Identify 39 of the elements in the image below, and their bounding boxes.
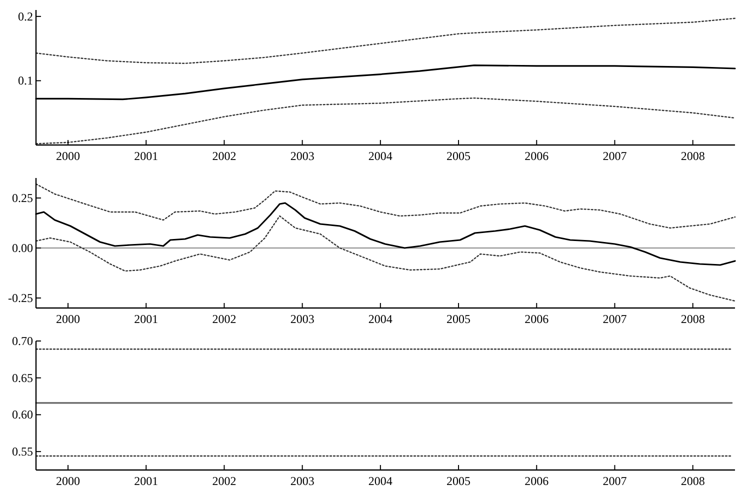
y-tick-label: 0.1: [18, 74, 33, 88]
x-tick-label: 2003: [290, 149, 314, 163]
x-tick-label: 2002: [212, 474, 236, 488]
y-tick-label: -0.25: [8, 291, 33, 305]
x-tick-label: 2004: [368, 149, 392, 163]
x-tick-label: 2006: [524, 149, 549, 163]
x-tick-label: 2007: [602, 149, 627, 163]
x-tick-label: 2007: [602, 474, 627, 488]
x-tick-label: 2005: [446, 312, 471, 326]
x-tick-label: 2007: [602, 312, 627, 326]
x-tick-label: 2000: [56, 149, 80, 163]
y-tick-label: 0.25: [12, 191, 33, 205]
x-tick-label: 2008: [680, 312, 705, 326]
x-tick-label: 2000: [56, 312, 80, 326]
x-tick-label: 2001: [134, 149, 158, 163]
x-tick-label: 2000: [56, 474, 80, 488]
x-tick-label: 2008: [680, 149, 705, 163]
x-tick-label: 2002: [212, 312, 236, 326]
x-tick-label: 2001: [134, 312, 158, 326]
line-series: [35, 183, 736, 229]
x-tick-label: 2003: [290, 474, 314, 488]
y-tick-label: 0.55: [12, 444, 33, 459]
line-series: [35, 18, 736, 64]
x-tick-label: 2004: [368, 312, 392, 326]
x-tick-label: 2006: [524, 312, 549, 326]
y-tick-label: 0.70: [12, 334, 33, 348]
y-tick-label: 0.00: [12, 241, 33, 255]
x-tick-label: 2004: [368, 474, 392, 488]
y-tick-label: 0.65: [12, 370, 33, 385]
x-tick-label: 2005: [446, 149, 471, 163]
x-tick-label: 2005: [446, 474, 471, 488]
x-tick-label: 2001: [134, 474, 158, 488]
line-series: [35, 215, 736, 302]
x-tick-label: 2003: [290, 312, 314, 326]
x-tick-label: 2002: [212, 149, 236, 163]
y-tick-label: 0.60: [12, 408, 33, 422]
x-tick-label: 2006: [524, 474, 549, 488]
y-tick-label: 0.2: [18, 9, 33, 24]
x-tick-label: 2008: [680, 474, 705, 488]
